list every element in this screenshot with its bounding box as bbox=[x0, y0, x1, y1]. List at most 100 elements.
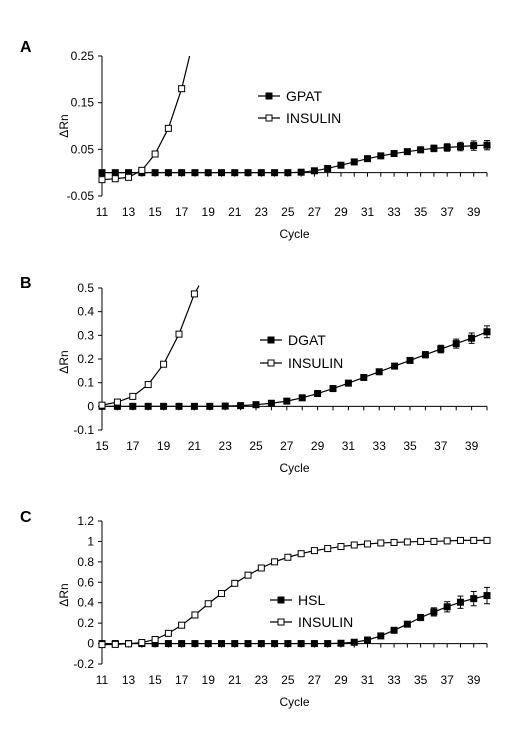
y-tick-label: 0.1 bbox=[77, 376, 94, 390]
x-tick-label: 21 bbox=[228, 673, 242, 687]
y-axis-label: ΔRn bbox=[57, 350, 71, 373]
data-point bbox=[151, 150, 159, 158]
panel-letter: A bbox=[20, 39, 32, 56]
data-point bbox=[483, 536, 491, 544]
data-point bbox=[324, 164, 332, 172]
legend-entry-insulin: INSULIN bbox=[270, 614, 353, 630]
data-point bbox=[377, 632, 385, 640]
data-point bbox=[344, 379, 352, 387]
data-point bbox=[164, 640, 172, 648]
x-tick-label: 19 bbox=[202, 205, 216, 219]
data-point bbox=[377, 152, 385, 160]
data-point bbox=[217, 590, 225, 598]
x-tick-label: 29 bbox=[334, 673, 348, 687]
data-point bbox=[164, 629, 172, 637]
legend-marker bbox=[265, 92, 273, 100]
data-point bbox=[98, 176, 106, 184]
x-tick-label: 25 bbox=[281, 205, 295, 219]
x-tick-label: 17 bbox=[175, 673, 189, 687]
x-tick-label: 35 bbox=[403, 439, 417, 453]
data-point bbox=[111, 169, 119, 177]
data-point bbox=[111, 640, 119, 648]
x-tick-label: 15 bbox=[148, 673, 162, 687]
data-point bbox=[175, 330, 183, 338]
data-point bbox=[267, 399, 275, 407]
data-point bbox=[377, 539, 385, 547]
y-tick-label: -0.2 bbox=[73, 657, 94, 671]
data-point bbox=[284, 640, 292, 648]
data-point bbox=[403, 538, 411, 546]
data-point bbox=[350, 541, 358, 549]
y-tick-label: 1.2 bbox=[77, 514, 94, 528]
x-axis-label: Cycle bbox=[279, 695, 309, 709]
data-point bbox=[298, 394, 306, 402]
data-point bbox=[271, 169, 279, 177]
data-point bbox=[337, 639, 345, 647]
data-point bbox=[271, 640, 279, 648]
x-axis-label: Cycle bbox=[279, 227, 309, 241]
data-point bbox=[390, 150, 398, 158]
data-point bbox=[417, 537, 425, 545]
data-point bbox=[221, 402, 229, 410]
data-point bbox=[231, 169, 239, 177]
legend-label: INSULIN bbox=[288, 355, 343, 371]
data-point bbox=[164, 124, 172, 132]
data-point bbox=[151, 169, 159, 177]
data-point bbox=[204, 640, 212, 648]
x-tick-label: 39 bbox=[465, 439, 479, 453]
series-insulin bbox=[98, 55, 191, 184]
data-point bbox=[190, 402, 198, 410]
data-point bbox=[160, 402, 168, 410]
series-insulin bbox=[98, 285, 200, 409]
y-tick-label: 0.4 bbox=[77, 305, 94, 319]
legend-label: DGAT bbox=[288, 332, 326, 348]
data-point bbox=[98, 641, 106, 649]
data-point bbox=[364, 540, 372, 548]
x-tick-label: 15 bbox=[148, 205, 162, 219]
data-point bbox=[271, 558, 279, 566]
data-point bbox=[470, 595, 478, 603]
legend-entry-dgat: DGAT bbox=[260, 332, 326, 348]
x-tick-label: 15 bbox=[95, 439, 109, 453]
data-point bbox=[430, 144, 438, 152]
data-point bbox=[190, 290, 198, 298]
x-tick-label: 23 bbox=[219, 439, 233, 453]
data-point bbox=[430, 537, 438, 545]
x-tick-label: 27 bbox=[280, 439, 294, 453]
legend-marker bbox=[277, 618, 285, 626]
x-tick-label: 19 bbox=[157, 439, 171, 453]
y-tick-label: 1 bbox=[87, 534, 94, 548]
data-point bbox=[456, 598, 464, 606]
series-insulin bbox=[98, 536, 491, 649]
x-tick-label: 25 bbox=[281, 673, 295, 687]
data-point bbox=[470, 536, 478, 544]
y-tick-label: -0.1 bbox=[73, 423, 94, 437]
data-point bbox=[417, 614, 425, 622]
data-point bbox=[191, 169, 199, 177]
data-point bbox=[175, 402, 183, 410]
panel-letter: C bbox=[20, 509, 32, 526]
x-tick-label: 19 bbox=[202, 673, 216, 687]
data-point bbox=[364, 155, 372, 163]
data-point bbox=[257, 640, 265, 648]
data-point bbox=[406, 356, 414, 364]
data-point bbox=[310, 167, 318, 175]
x-tick-label: 33 bbox=[387, 673, 401, 687]
data-point bbox=[391, 362, 399, 370]
data-point bbox=[191, 640, 199, 648]
x-tick-label: 27 bbox=[308, 673, 322, 687]
data-point bbox=[337, 161, 345, 169]
data-point bbox=[144, 381, 152, 389]
data-point bbox=[244, 640, 252, 648]
x-tick-label: 37 bbox=[440, 205, 454, 219]
y-tick-label: 0.05 bbox=[71, 142, 95, 156]
x-tick-label: 27 bbox=[308, 205, 322, 219]
data-point bbox=[138, 166, 146, 174]
data-point bbox=[297, 550, 305, 558]
y-tick-label: 0 bbox=[87, 637, 94, 651]
data-point bbox=[178, 169, 186, 177]
x-tick-label: 29 bbox=[311, 439, 325, 453]
x-tick-label: 33 bbox=[373, 439, 387, 453]
data-point bbox=[164, 169, 172, 177]
data-point bbox=[129, 392, 137, 400]
